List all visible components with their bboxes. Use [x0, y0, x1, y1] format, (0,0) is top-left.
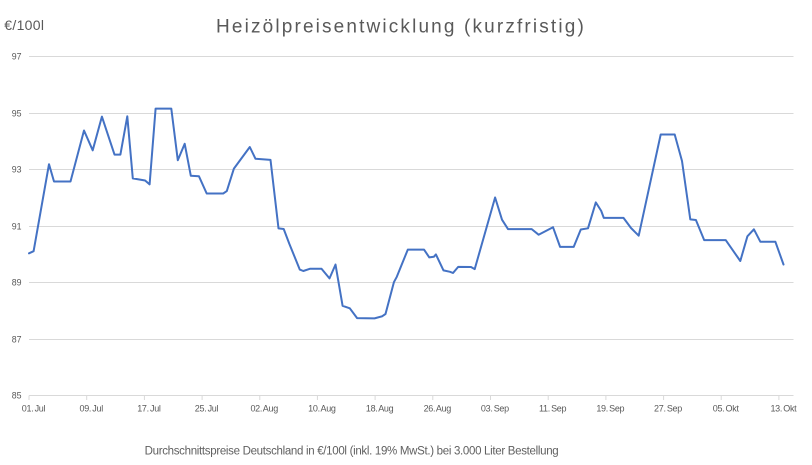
svg-text:18. Aug: 18. Aug [366, 404, 394, 414]
svg-text:89: 89 [12, 278, 22, 288]
svg-text:27. Sep: 27. Sep [654, 404, 682, 414]
svg-text:03. Sep: 03. Sep [481, 404, 509, 414]
svg-text:10. Aug: 10. Aug [308, 404, 336, 414]
svg-text:09. Jul: 09. Jul [79, 404, 103, 414]
svg-text:25. Jul: 25. Jul [195, 404, 219, 414]
svg-text:01. Jul: 01. Jul [22, 404, 46, 414]
svg-text:11. Sep: 11. Sep [539, 404, 567, 414]
svg-text:17. Jul: 17. Jul [137, 404, 161, 414]
svg-text:13. Okt: 13. Okt [770, 404, 797, 414]
svg-text:85: 85 [12, 391, 22, 401]
svg-text:Heizölpreisentwicklung (kurzfr: Heizölpreisentwicklung (kurzfristig) [216, 16, 586, 37]
svg-text:93: 93 [12, 165, 22, 175]
svg-text:91: 91 [12, 222, 22, 232]
svg-text:97: 97 [12, 52, 22, 62]
svg-text:19. Sep: 19. Sep [596, 404, 624, 414]
svg-text:€/100l: €/100l [4, 17, 44, 33]
svg-text:87: 87 [12, 335, 22, 345]
svg-text:Durchschnittspreise Deutschlan: Durchschnittspreise Deutschland in €/100… [145, 446, 559, 458]
svg-text:26. Aug: 26. Aug [424, 404, 452, 414]
svg-text:05. Okt: 05. Okt [713, 404, 740, 414]
svg-text:95: 95 [12, 109, 22, 119]
svg-text:02. Aug: 02. Aug [250, 404, 278, 414]
